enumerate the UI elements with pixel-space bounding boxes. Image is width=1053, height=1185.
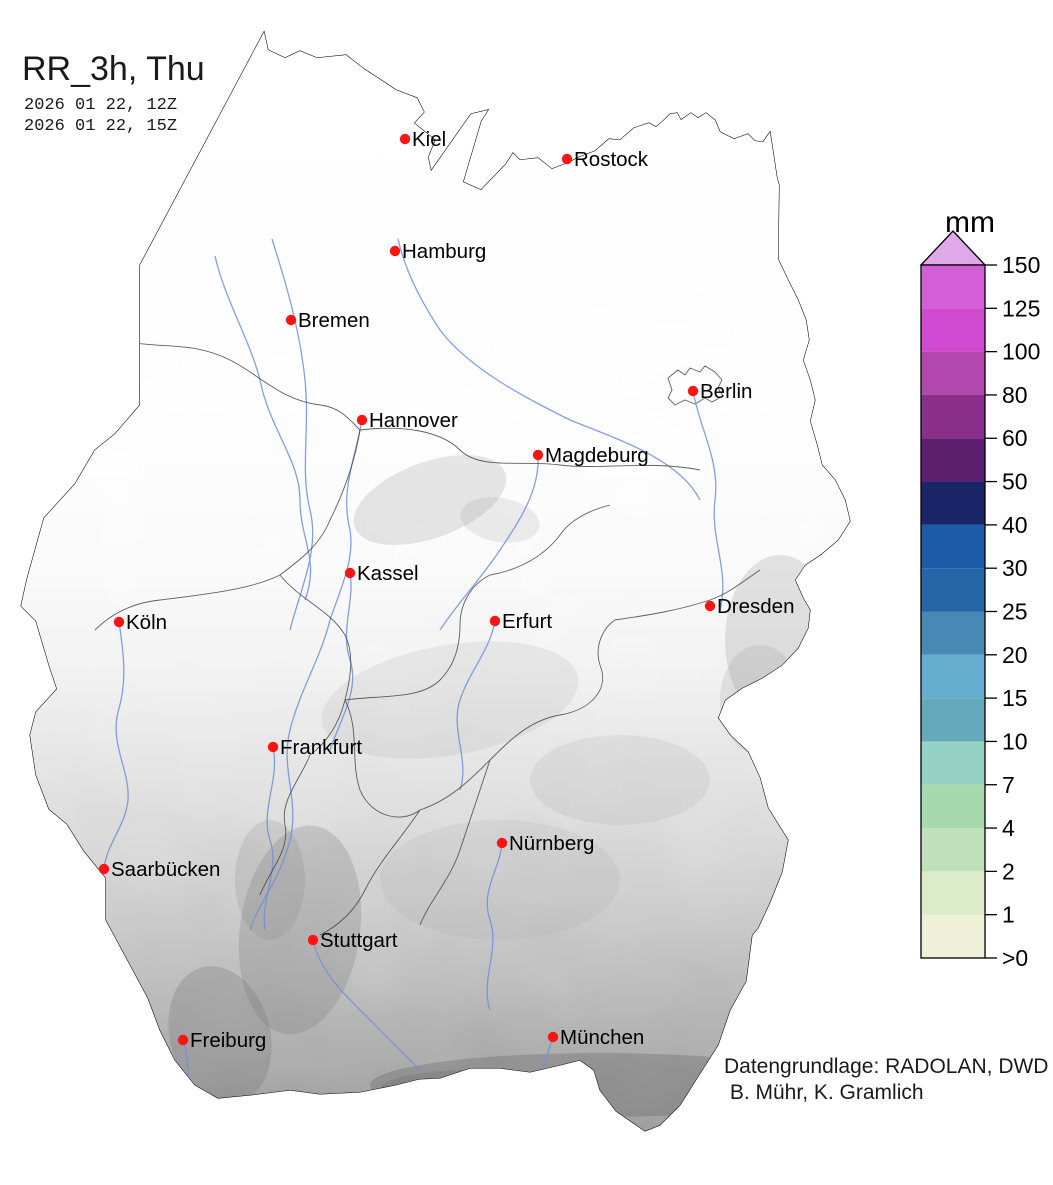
- svg-text:Freiburg: Freiburg: [190, 1029, 266, 1052]
- svg-text:25: 25: [1002, 599, 1028, 625]
- svg-text:30: 30: [1002, 555, 1028, 581]
- svg-text:Dresden: Dresden: [717, 595, 795, 618]
- svg-text:15: 15: [1002, 685, 1028, 711]
- svg-text:60: 60: [1002, 425, 1028, 451]
- svg-text:Erfurt: Erfurt: [502, 610, 552, 633]
- svg-text:Saarbücken: Saarbücken: [111, 858, 220, 881]
- svg-text:Nürnberg: Nürnberg: [509, 832, 594, 855]
- svg-text:4: 4: [1002, 815, 1015, 841]
- svg-text:>0: >0: [1002, 945, 1028, 971]
- svg-text:150: 150: [1002, 252, 1040, 278]
- svg-text:Hannover: Hannover: [369, 409, 458, 432]
- svg-text:Bremen: Bremen: [298, 309, 370, 332]
- svg-text:Rostock: Rostock: [574, 148, 649, 171]
- svg-text:80: 80: [1002, 382, 1028, 408]
- svg-text:100: 100: [1002, 339, 1040, 365]
- svg-text:2: 2: [1002, 858, 1015, 884]
- svg-text:Frankfurt: Frankfurt: [280, 736, 362, 759]
- svg-text:50: 50: [1002, 469, 1028, 495]
- svg-text:1: 1: [1002, 902, 1015, 928]
- svg-text:Berlin: Berlin: [700, 380, 752, 403]
- svg-text:7: 7: [1002, 772, 1015, 798]
- svg-text:Köln: Köln: [126, 611, 167, 634]
- svg-text:40: 40: [1002, 512, 1028, 538]
- svg-text:Hamburg: Hamburg: [402, 240, 486, 263]
- svg-text:Kassel: Kassel: [357, 562, 419, 585]
- svg-text:125: 125: [1002, 295, 1040, 321]
- svg-text:Kiel: Kiel: [412, 128, 446, 151]
- svg-text:Stuttgart: Stuttgart: [320, 929, 398, 952]
- svg-text:Magdeburg: Magdeburg: [545, 444, 649, 467]
- svg-text:München: München: [560, 1026, 644, 1049]
- svg-text:10: 10: [1002, 728, 1028, 754]
- svg-text:20: 20: [1002, 642, 1028, 668]
